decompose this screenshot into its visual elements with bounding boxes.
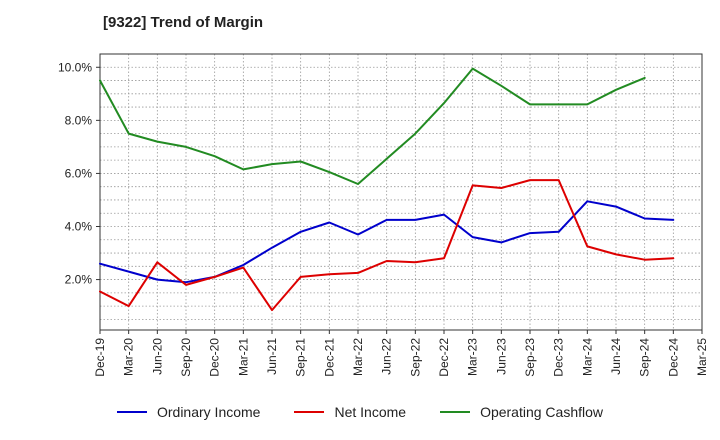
legend-label-ordinary-income: Ordinary Income (156, 404, 261, 420)
legend-label-operating-cashflow: Operating Cashflow (480, 404, 604, 420)
x-tick-label: Sep-24 (638, 338, 652, 377)
x-tick-label: Dec-23 (552, 338, 566, 377)
legend-label-net-income: Net Income (334, 404, 407, 420)
legend-swatch-ordinary-income (116, 411, 147, 413)
x-tick-label: Jun-22 (380, 338, 394, 375)
legend-item-net-income: Net Income (294, 404, 406, 420)
x-tick-label: Mar-25 (695, 338, 709, 376)
x-tick-label: Jun-21 (265, 338, 279, 375)
x-tick-label: Mar-24 (580, 338, 594, 376)
x-tick-label: Jun-24 (609, 338, 623, 375)
y-tick-label: 6.0% (65, 166, 93, 180)
series-line-operating-cashflow (99, 67, 646, 185)
x-tick-label: Mar-21 (236, 338, 250, 376)
legend-item-operating-cashflow: Operating Cashflow (440, 404, 603, 420)
x-tick-label: Jun-23 (494, 338, 508, 375)
x-tick-label: Sep-21 (294, 338, 308, 377)
legend-swatch-operating-cashflow (440, 411, 471, 413)
x-tick-label: Sep-23 (523, 338, 537, 377)
x-tick-label: Mar-22 (351, 338, 365, 376)
chart-legend: Ordinary Income Net Income Operating Cas… (0, 404, 720, 420)
chart-title: [9322] Trend of Margin (103, 14, 264, 31)
plot-area (100, 54, 702, 330)
x-tick-label: Dec-19 (93, 338, 107, 377)
y-tick-label: 10.0% (58, 60, 92, 74)
series-line-ordinary-income (99, 200, 675, 284)
plot-frame (99, 53, 703, 331)
legend-swatch-net-income (294, 411, 325, 413)
y-tick-label: 2.0% (65, 273, 93, 287)
x-tick-label: Jun-20 (150, 338, 164, 375)
x-tick-label: Dec-21 (322, 338, 336, 377)
x-tick-label: Sep-22 (408, 338, 422, 377)
legend-item-ordinary-income: Ordinary Income (116, 404, 261, 420)
x-tick-label: Dec-22 (437, 338, 451, 377)
y-tick-label: 4.0% (65, 220, 93, 234)
x-tick-label: Dec-20 (208, 338, 222, 377)
y-tick-label: 8.0% (65, 113, 93, 127)
x-tick-label: Mar-23 (466, 338, 480, 376)
x-tick-label: Mar-20 (122, 338, 136, 376)
x-tick-label: Dec-24 (666, 338, 680, 377)
series-line-net-income (99, 179, 675, 312)
x-tick-label: Sep-20 (179, 338, 193, 377)
